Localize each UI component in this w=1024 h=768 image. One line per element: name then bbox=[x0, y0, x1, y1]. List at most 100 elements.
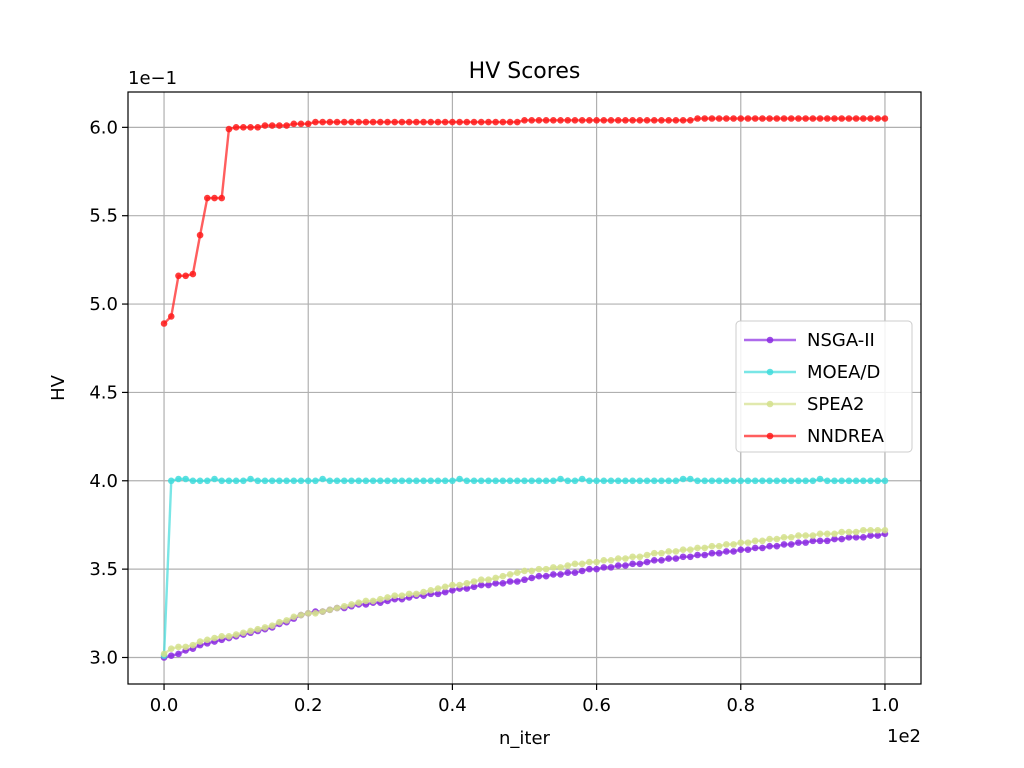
legend: NSGA-II MOEA/D SPEA2 NNDREA bbox=[735, 320, 913, 453]
data-point-moea-d bbox=[528, 477, 536, 485]
data-point-moea-d bbox=[427, 477, 435, 485]
data-point-spea2 bbox=[679, 546, 687, 553]
data-point-nsga-ii bbox=[600, 564, 608, 571]
data-point-moea-d bbox=[355, 477, 362, 485]
data-point-nsga-ii bbox=[867, 532, 874, 539]
data-point-nndrea bbox=[636, 116, 644, 124]
data-point-moea-d bbox=[247, 475, 254, 483]
data-point-nndrea bbox=[816, 115, 824, 122]
data-point-spea2 bbox=[831, 530, 838, 538]
data-point-nndrea bbox=[420, 118, 427, 126]
data-point-nsga-ii bbox=[701, 551, 709, 559]
data-point-spea2 bbox=[600, 556, 608, 564]
data-point-nndrea bbox=[780, 115, 788, 122]
data-point-moea-d bbox=[874, 477, 882, 485]
data-point-nsga-ii bbox=[751, 544, 759, 552]
data-point-moea-d bbox=[629, 477, 636, 485]
data-point-spea2 bbox=[492, 574, 499, 582]
data-point-nndrea bbox=[470, 118, 478, 126]
chart-title: HV Scores bbox=[469, 59, 581, 84]
data-point-spea2 bbox=[571, 560, 579, 568]
data-point-nsga-ii bbox=[874, 532, 882, 539]
legend-item-nsga-ii: NSGA-II bbox=[744, 330, 875, 351]
data-point-spea2 bbox=[636, 553, 644, 561]
data-point-spea2 bbox=[232, 631, 240, 638]
data-point-nndrea bbox=[838, 115, 845, 122]
data-point-moea-d bbox=[622, 477, 629, 485]
x-tick-label: 0.6 bbox=[582, 695, 611, 716]
data-point-spea2 bbox=[860, 526, 867, 534]
data-point-moea-d bbox=[607, 477, 615, 485]
data-point-nsga-ii bbox=[614, 562, 622, 569]
data-point-nndrea bbox=[881, 115, 889, 122]
data-point-spea2 bbox=[564, 562, 572, 569]
data-point-moea-d bbox=[838, 477, 845, 485]
data-point-nsga-ii bbox=[723, 548, 730, 555]
data-point-nndrea bbox=[384, 118, 391, 126]
data-point-nsga-ii bbox=[766, 542, 773, 550]
data-point-moea-d bbox=[189, 477, 197, 485]
data-point-nsga-ii bbox=[167, 652, 175, 660]
data-point-moea-d bbox=[643, 477, 651, 485]
y-tick-label: 6.0 bbox=[89, 117, 118, 138]
data-point-nndrea bbox=[874, 115, 882, 122]
data-point-moea-d bbox=[304, 477, 312, 485]
data-point-nndrea bbox=[787, 115, 795, 122]
data-point-spea2 bbox=[629, 553, 636, 561]
data-point-nndrea bbox=[528, 116, 536, 124]
data-point-moea-d bbox=[521, 477, 528, 485]
data-point-nndrea bbox=[809, 115, 817, 122]
data-point-spea2 bbox=[650, 549, 658, 557]
data-point-nndrea bbox=[319, 118, 326, 126]
data-point-moea-d bbox=[650, 477, 658, 485]
data-point-spea2 bbox=[542, 565, 550, 573]
data-point-moea-d bbox=[787, 477, 795, 485]
data-point-spea2 bbox=[593, 558, 600, 566]
data-point-nndrea bbox=[723, 115, 730, 122]
data-point-spea2 bbox=[160, 650, 168, 658]
data-point-spea2 bbox=[643, 551, 651, 559]
data-point-nsga-ii bbox=[744, 546, 752, 553]
data-point-spea2 bbox=[694, 544, 701, 552]
data-point-moea-d bbox=[860, 477, 867, 485]
data-point-spea2 bbox=[744, 539, 752, 546]
data-point-nsga-ii bbox=[449, 587, 456, 594]
data-point-moea-d bbox=[225, 477, 233, 485]
data-point-nsga-ii bbox=[550, 571, 557, 578]
data-point-spea2 bbox=[715, 542, 723, 550]
data-point-nndrea bbox=[708, 115, 716, 122]
data-point-moea-d bbox=[701, 477, 709, 485]
data-point-nndrea bbox=[276, 122, 283, 129]
data-point-nsga-ii bbox=[643, 558, 651, 566]
data-point-moea-d bbox=[535, 477, 543, 485]
data-point-nndrea bbox=[773, 115, 781, 122]
data-point-nndrea bbox=[247, 124, 254, 131]
data-point-nsga-ii bbox=[506, 578, 514, 585]
data-point-nsga-ii bbox=[629, 560, 636, 568]
data-point-nndrea bbox=[355, 118, 362, 126]
data-point-nndrea bbox=[204, 194, 211, 202]
legend-label: NNDREA bbox=[807, 426, 885, 447]
series-spea2 bbox=[160, 526, 889, 658]
data-point-nsga-ii bbox=[809, 537, 817, 545]
data-point-spea2 bbox=[867, 526, 874, 534]
data-point-moea-d bbox=[449, 477, 456, 485]
legend-marker bbox=[766, 368, 774, 376]
data-point-moea-d bbox=[881, 477, 889, 485]
data-point-nndrea bbox=[456, 118, 463, 126]
data-point-spea2 bbox=[333, 604, 341, 612]
data-point-nsga-ii bbox=[586, 565, 593, 573]
data-point-nndrea bbox=[434, 118, 442, 126]
data-point-nndrea bbox=[232, 124, 240, 131]
data-point-spea2 bbox=[456, 581, 463, 589]
data-point-nsga-ii bbox=[715, 549, 723, 557]
data-point-moea-d bbox=[564, 477, 572, 485]
data-point-spea2 bbox=[802, 532, 809, 539]
data-point-nndrea bbox=[377, 118, 384, 126]
data-point-moea-d bbox=[513, 477, 521, 485]
data-point-nndrea bbox=[571, 116, 579, 124]
data-point-moea-d bbox=[730, 477, 737, 485]
data-point-nndrea bbox=[600, 116, 608, 124]
data-point-moea-d bbox=[665, 477, 672, 485]
